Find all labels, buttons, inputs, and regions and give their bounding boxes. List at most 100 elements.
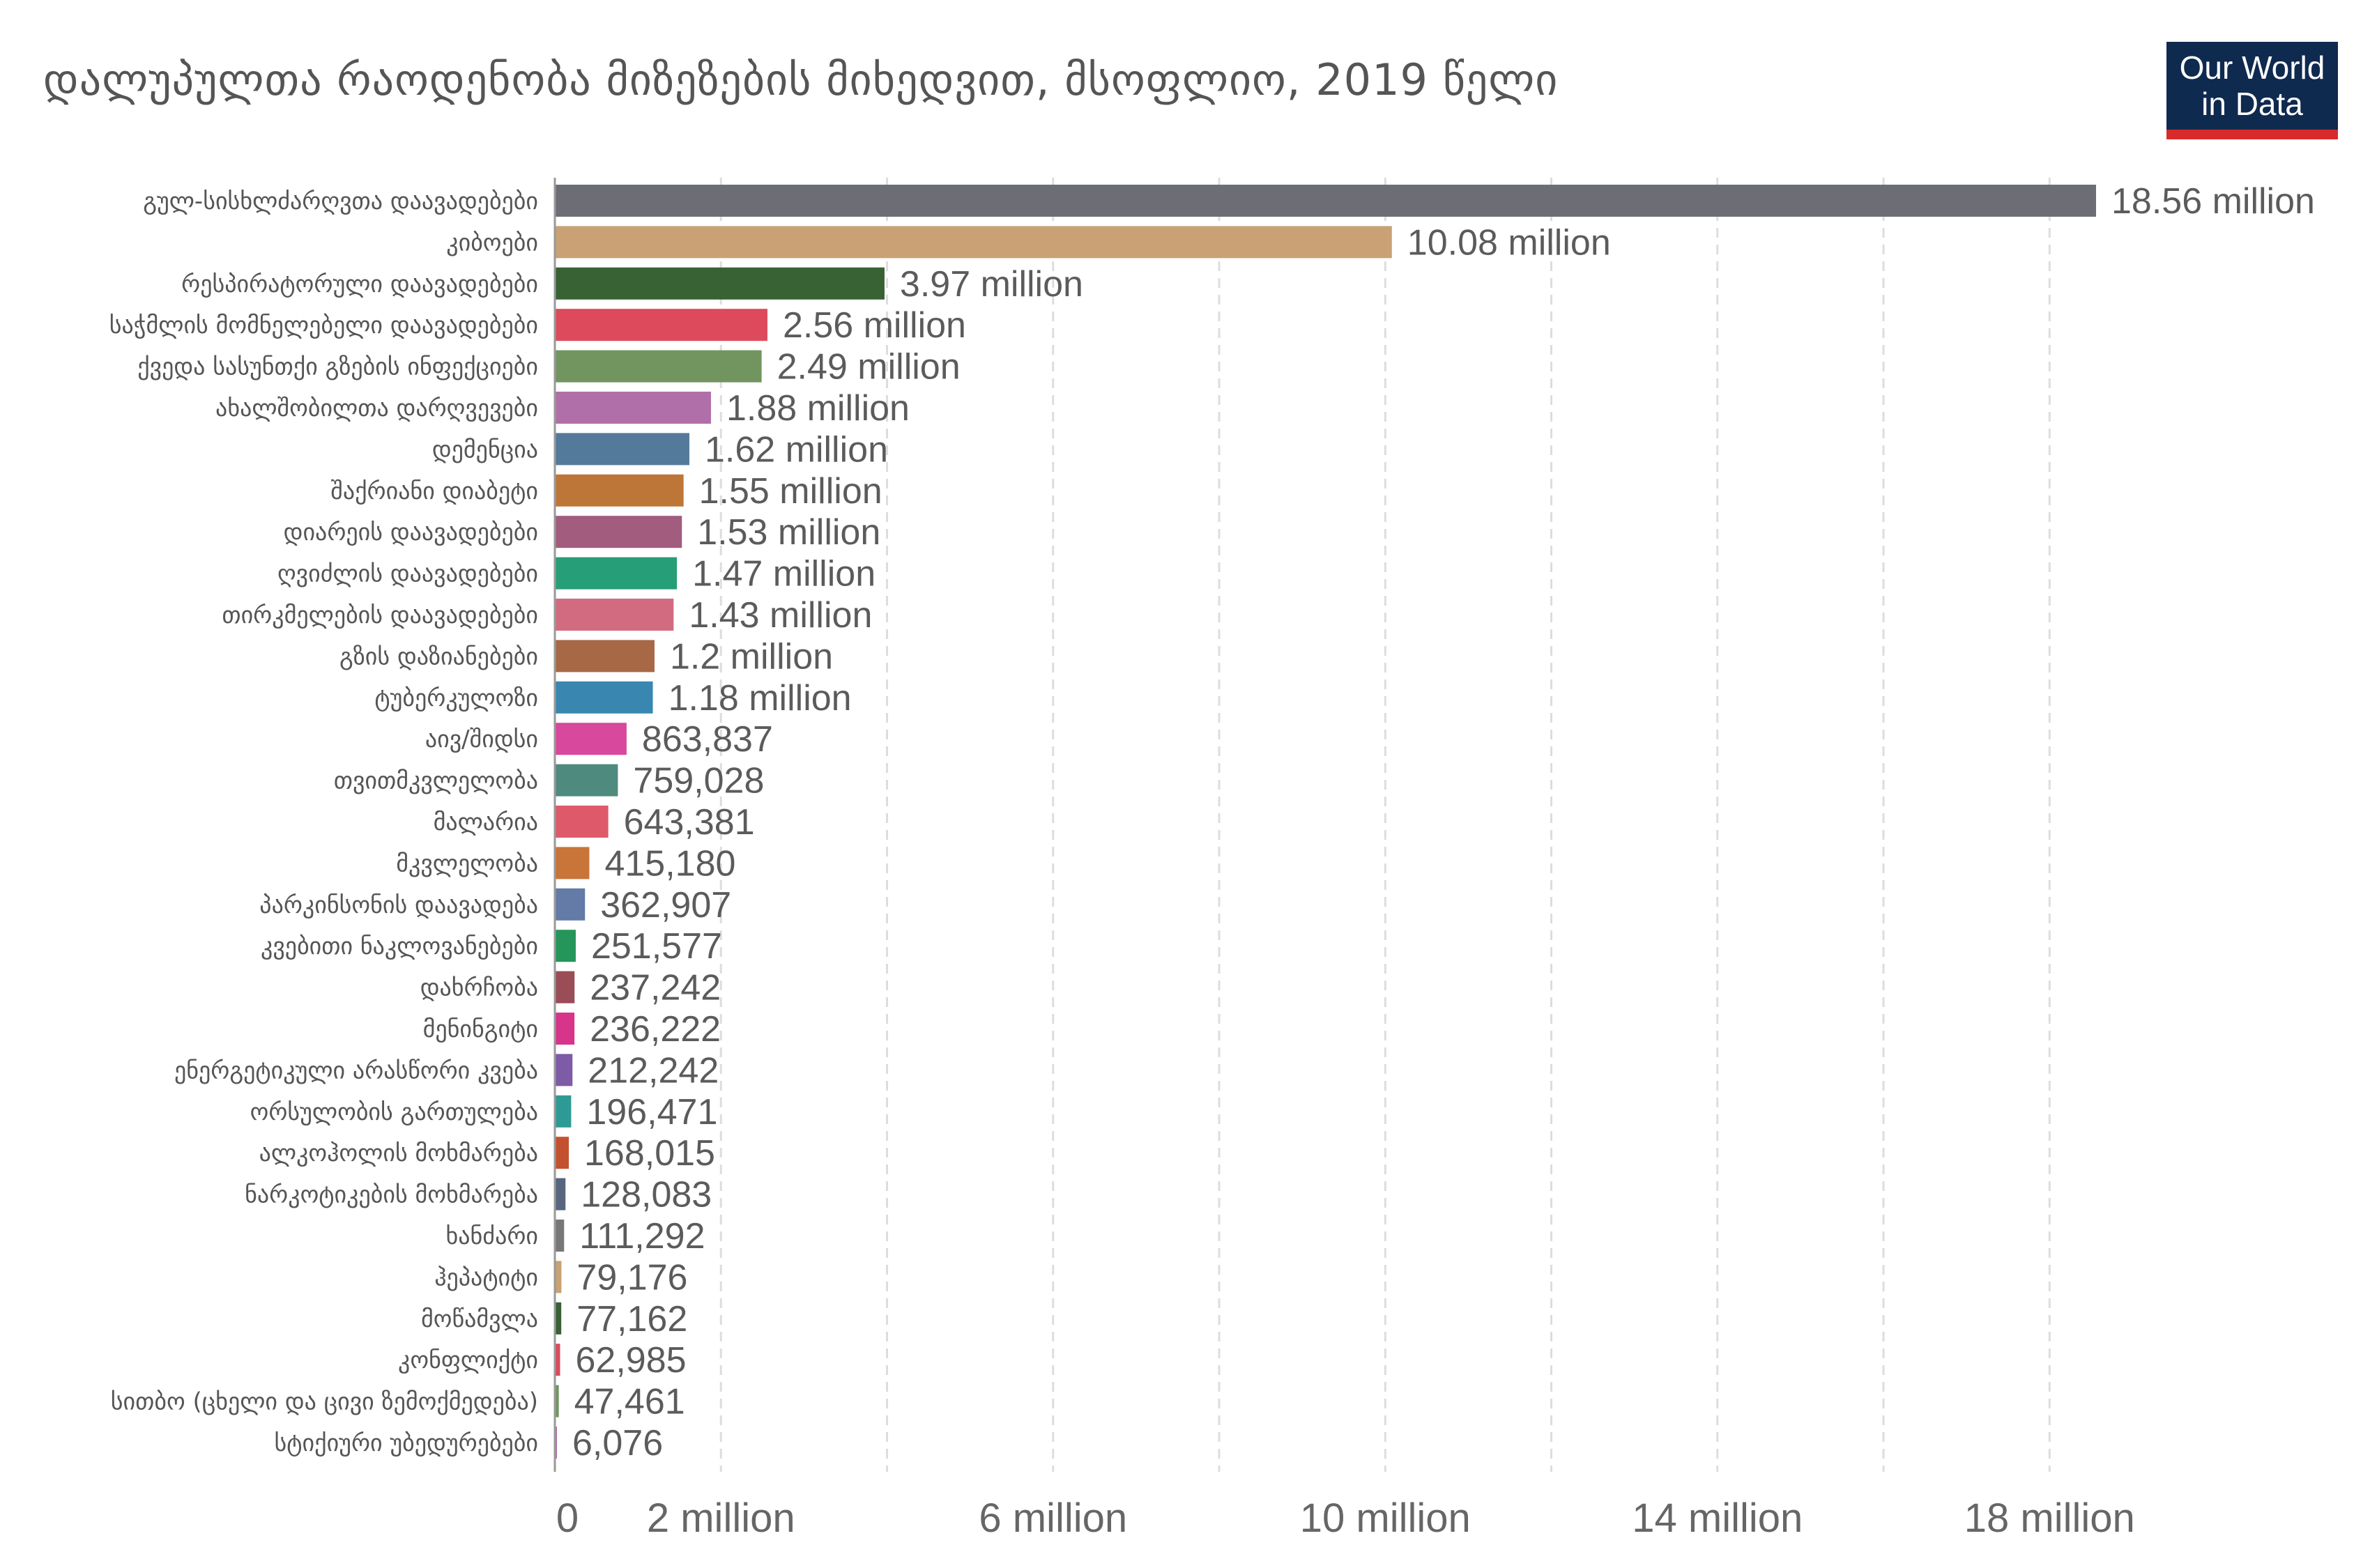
category-label: ორსულობის გართულება bbox=[250, 1098, 538, 1126]
value-label: 77,162 bbox=[576, 1299, 687, 1339]
bar[interactable] bbox=[555, 1344, 560, 1376]
category-label: დახრჩობა bbox=[420, 974, 538, 1002]
x-axis-ticks: 0 2 million 6 million 10 million 14 million 1… bbox=[556, 1496, 2135, 1541]
bar[interactable] bbox=[555, 888, 586, 921]
value-label: 10.08 million bbox=[1407, 222, 1611, 263]
bar[interactable] bbox=[555, 1261, 562, 1293]
value-label: 3.97 million bbox=[900, 264, 1083, 305]
bar[interactable] bbox=[555, 309, 767, 341]
x-tick-label: 10 million bbox=[1300, 1496, 1471, 1541]
value-label: 1.88 million bbox=[726, 388, 910, 429]
category-label: ქვედა სასუნთქი გზების ინფექციები bbox=[137, 353, 538, 381]
bar[interactable] bbox=[555, 847, 590, 879]
category-label: კიბოები bbox=[446, 229, 538, 256]
bar[interactable] bbox=[555, 557, 678, 590]
category-label: თვითმკვლელობა bbox=[334, 767, 538, 795]
bar[interactable] bbox=[555, 267, 885, 300]
value-label: 212,242 bbox=[588, 1050, 719, 1091]
x-tick-label: 0 bbox=[556, 1496, 579, 1541]
value-label: 251,577 bbox=[591, 926, 722, 967]
bar[interactable] bbox=[555, 1220, 565, 1252]
value-label: 1.47 million bbox=[692, 554, 876, 594]
category-label: კვებითი ნაკლოვანებები bbox=[261, 932, 538, 960]
category-label: ჰეპატიტი bbox=[434, 1263, 538, 1291]
category-label: კონფლიქტი bbox=[398, 1346, 538, 1374]
value-label: 1.43 million bbox=[689, 595, 872, 636]
bar[interactable] bbox=[555, 226, 1392, 259]
category-label: სტიქიური უბედურებები bbox=[275, 1429, 538, 1457]
bar[interactable] bbox=[555, 185, 2096, 217]
bar[interactable] bbox=[555, 971, 575, 1004]
category-label: სითბო (ცხელი და ცივი ზემოქმედება) bbox=[111, 1388, 538, 1416]
category-label: ენერგეტიკული არასწორი კვება bbox=[174, 1056, 538, 1084]
category-labels: გულ-სისხლძარღვთა დაავადებები კიბოები რესპი… bbox=[109, 187, 538, 1457]
bar[interactable] bbox=[555, 681, 653, 714]
value-label: 2.56 million bbox=[783, 305, 966, 346]
bar[interactable] bbox=[555, 640, 655, 672]
value-label: 415,180 bbox=[604, 843, 735, 884]
bar[interactable] bbox=[555, 1178, 566, 1210]
category-label: დიარეის დაავადებები bbox=[284, 518, 538, 546]
logo-line-2: in Data bbox=[2201, 86, 2303, 122]
category-label: დემენცია bbox=[432, 436, 538, 463]
value-label: 1.62 million bbox=[705, 429, 888, 470]
category-label: ნარკოტიკების მოხმარება bbox=[245, 1181, 538, 1209]
value-label: 128,083 bbox=[581, 1175, 712, 1215]
bar[interactable] bbox=[555, 764, 618, 797]
value-label: 362,907 bbox=[600, 885, 731, 925]
logo-line-1: Our World bbox=[2179, 49, 2325, 86]
value-label: 18.56 million bbox=[2111, 181, 2315, 222]
value-label: 1.53 million bbox=[697, 512, 880, 553]
value-label: 2.49 million bbox=[777, 347, 961, 387]
x-tick-label: 18 million bbox=[1964, 1496, 2135, 1541]
value-label: 168,015 bbox=[584, 1133, 715, 1174]
value-label: 643,381 bbox=[624, 802, 755, 843]
bar[interactable] bbox=[555, 1302, 562, 1335]
bars bbox=[555, 185, 2096, 1459]
x-tick-label: 2 million bbox=[647, 1496, 795, 1541]
category-label: ტუბერკულოზი bbox=[374, 684, 538, 712]
x-tick-label: 6 million bbox=[979, 1496, 1127, 1541]
bar[interactable] bbox=[555, 350, 762, 383]
value-label: 1.2 million bbox=[670, 636, 833, 677]
bar[interactable] bbox=[555, 599, 674, 631]
gridlines bbox=[719, 178, 2051, 1472]
bar[interactable] bbox=[555, 1013, 575, 1045]
category-label: მოწამვლა bbox=[421, 1305, 538, 1333]
bar[interactable] bbox=[555, 723, 627, 755]
value-label: 1.55 million bbox=[699, 471, 882, 512]
category-label: საჭმლის მომნელებელი დაავადებები bbox=[109, 312, 538, 339]
value-label: 237,242 bbox=[590, 968, 721, 1008]
category-label: რესპირატორული დაავადებები bbox=[181, 270, 538, 298]
bar[interactable] bbox=[555, 1095, 572, 1128]
bar[interactable] bbox=[555, 474, 684, 507]
category-label: ღვიძლის დაავადებები bbox=[277, 560, 538, 588]
category-label: ხანძარი bbox=[446, 1222, 538, 1250]
bar[interactable] bbox=[555, 806, 609, 838]
category-label: გზის დაზიანებები bbox=[339, 643, 538, 670]
category-label: ახალშობილთა დარღვევები bbox=[215, 394, 538, 422]
owid-logo[interactable]: Our World in Data bbox=[2166, 42, 2338, 139]
category-label: გულ-სისხლძარღვთა დაავადებები bbox=[143, 187, 538, 215]
bar[interactable] bbox=[555, 1054, 573, 1086]
value-label: 6,076 bbox=[572, 1423, 663, 1463]
value-label: 79,176 bbox=[576, 1257, 687, 1298]
x-tick-label: 14 million bbox=[1632, 1496, 1803, 1541]
value-label: 62,985 bbox=[576, 1340, 687, 1381]
value-label: 863,837 bbox=[642, 719, 773, 760]
bar[interactable] bbox=[555, 1385, 559, 1417]
bar[interactable] bbox=[555, 1137, 569, 1169]
value-label: 196,471 bbox=[586, 1092, 717, 1132]
category-label: მკვლელობა bbox=[396, 850, 538, 877]
value-label: 111,292 bbox=[579, 1216, 705, 1256]
chart-title: დალუპულთა რაოდენობა მიზეზების მიხედვით, … bbox=[43, 54, 1559, 105]
bar[interactable] bbox=[555, 392, 711, 424]
value-label: 47,461 bbox=[574, 1382, 685, 1422]
bar[interactable] bbox=[555, 433, 689, 466]
category-label: თირკმელების დაავადებები bbox=[222, 601, 538, 629]
bar[interactable] bbox=[555, 516, 682, 548]
category-label: ალკოჰოლის მოხმარება bbox=[259, 1139, 538, 1167]
bar[interactable] bbox=[555, 930, 576, 962]
